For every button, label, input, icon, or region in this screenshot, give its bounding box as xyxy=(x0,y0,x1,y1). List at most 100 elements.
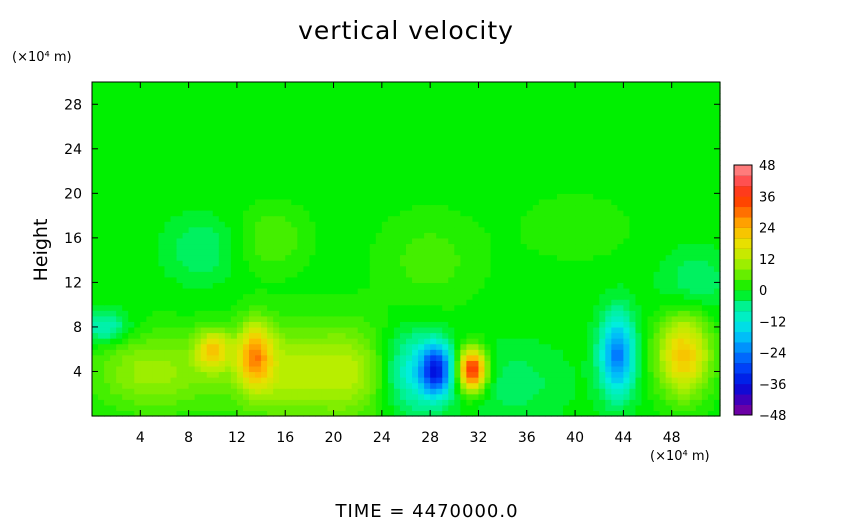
heatmap-cell xyxy=(611,249,618,256)
heatmap-cell xyxy=(695,154,703,161)
heatmap-cell xyxy=(526,182,534,189)
heatmap-cell xyxy=(683,221,691,228)
heatmap-cell xyxy=(490,254,498,261)
heatmap-cell xyxy=(285,193,292,200)
heatmap-cell xyxy=(200,198,208,206)
heatmap-cell xyxy=(92,215,99,222)
heatmap-cell xyxy=(508,276,516,283)
heatmap-cell xyxy=(381,354,389,361)
heatmap-cell xyxy=(490,321,498,328)
heatmap-cell xyxy=(575,338,582,345)
heatmap-cell xyxy=(617,404,624,412)
heatmap-cell xyxy=(279,293,286,300)
heatmap-cell xyxy=(641,276,649,283)
heatmap-cell xyxy=(116,182,123,189)
heatmap-cell xyxy=(520,176,528,183)
heatmap-cell xyxy=(569,388,576,395)
heatmap-cell xyxy=(466,159,474,167)
heatmap-cell xyxy=(387,287,395,295)
heatmap-cell xyxy=(242,304,250,311)
heatmap-cell xyxy=(381,232,389,239)
heatmap-cell xyxy=(261,338,268,345)
heatmap-cell xyxy=(436,148,443,155)
heatmap-cell xyxy=(285,171,292,178)
heatmap-cell xyxy=(707,171,715,178)
heatmap-cell xyxy=(176,276,184,283)
heatmap-cell xyxy=(514,282,522,289)
heatmap-cell xyxy=(635,276,643,283)
heatmap-cell xyxy=(412,404,419,412)
heatmap-cell xyxy=(430,232,437,239)
heatmap-cell xyxy=(224,254,232,261)
heatmap-cell xyxy=(695,265,703,272)
heatmap-cell xyxy=(605,371,612,378)
heatmap-cell xyxy=(297,343,304,350)
heatmap-cell xyxy=(412,388,419,395)
heatmap-cell xyxy=(635,237,643,245)
heatmap-cell xyxy=(526,388,534,395)
heatmap-cell xyxy=(92,304,99,311)
heatmap-cell xyxy=(116,360,123,367)
heatmap-cell xyxy=(297,388,304,395)
heatmap-cell xyxy=(665,343,673,350)
heatmap-cell xyxy=(508,282,516,289)
heatmap-cell xyxy=(381,393,389,400)
heatmap-cell xyxy=(713,243,721,250)
heatmap-cell xyxy=(303,404,310,412)
heatmap-cell xyxy=(496,193,504,200)
heatmap-cell xyxy=(466,349,474,356)
heatmap-cell xyxy=(315,148,323,155)
heatmap-cell xyxy=(460,338,467,345)
heatmap-cell xyxy=(363,226,371,233)
heatmap-cell xyxy=(538,182,546,189)
heatmap-cell xyxy=(436,343,443,350)
heatmap-cell xyxy=(134,304,141,311)
heatmap-cell xyxy=(689,221,697,228)
heatmap-cell xyxy=(424,304,431,311)
heatmap-cell xyxy=(267,260,274,267)
heatmap-cell xyxy=(611,326,618,334)
heatmap-cell xyxy=(303,276,310,283)
heatmap-cell xyxy=(291,237,298,245)
heatmap-cell xyxy=(339,282,347,289)
heatmap-cell xyxy=(520,393,528,400)
heatmap-cell xyxy=(508,221,516,228)
heatmap-cell xyxy=(544,171,552,178)
heatmap-cell xyxy=(218,276,226,283)
heatmap-cell xyxy=(695,193,703,200)
heatmap-cell xyxy=(194,226,202,233)
heatmap-cell xyxy=(399,226,407,233)
heatmap-cell xyxy=(472,210,480,217)
heatmap-cell xyxy=(611,299,618,306)
heatmap-cell xyxy=(448,232,455,239)
heatmap-cell xyxy=(526,399,534,406)
heatmap-cell xyxy=(490,276,498,283)
heatmap-cell xyxy=(339,165,347,172)
heatmap-cell xyxy=(496,221,504,228)
heatmap-cell xyxy=(351,232,359,239)
heatmap-cell xyxy=(321,221,329,228)
heatmap-cell xyxy=(345,271,353,278)
heatmap-cell xyxy=(327,159,335,167)
heatmap-cell xyxy=(122,404,129,412)
heatmap-cell xyxy=(496,332,504,339)
heatmap-cell xyxy=(641,393,649,400)
heatmap-cell xyxy=(297,377,304,384)
heatmap-cell xyxy=(653,377,661,384)
heatmap-cell xyxy=(110,315,117,322)
heatmap-cell xyxy=(659,287,667,295)
heatmap-cell xyxy=(176,182,184,189)
heatmap-cell xyxy=(230,282,238,289)
heatmap-cell xyxy=(442,154,449,161)
heatmap-cell xyxy=(605,243,612,250)
heatmap-cell xyxy=(484,377,492,384)
heatmap-cell xyxy=(140,271,147,278)
heatmap-cell xyxy=(158,377,166,384)
heatmap-cell xyxy=(448,365,455,373)
heatmap-cell xyxy=(611,154,618,161)
heatmap-cell xyxy=(321,187,329,194)
heatmap-cell xyxy=(569,260,576,267)
heatmap-cell xyxy=(200,165,208,172)
heatmap-cell xyxy=(563,221,570,228)
heatmap-cell xyxy=(291,287,298,295)
